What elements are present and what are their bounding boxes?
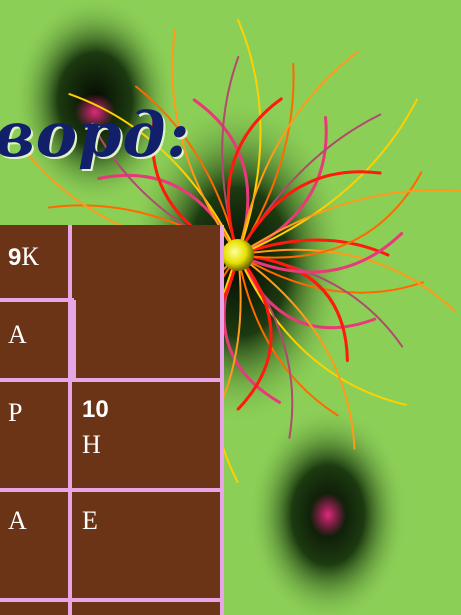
- firework-center: [222, 239, 254, 271]
- firework-ray: [237, 188, 461, 256]
- cell-letter: А: [8, 320, 27, 349]
- firework-ray: [236, 253, 273, 411]
- firework-ray: [236, 253, 377, 330]
- firework-ray: [237, 254, 424, 294]
- firework-ray: [237, 254, 339, 417]
- firework-ray: [236, 253, 349, 362]
- firework-ray: [237, 254, 407, 406]
- firework-ray: [237, 171, 423, 259]
- crossword-cell: Е: [82, 508, 98, 534]
- firework-ray: [237, 254, 356, 450]
- firework-ray: [236, 238, 390, 257]
- firework-ray: [226, 97, 283, 257]
- firework-ray: [237, 248, 456, 313]
- firework-ray: [236, 232, 404, 274]
- cell-letter: А: [8, 506, 27, 535]
- crossword-cell-10: 10 Н: [82, 398, 109, 458]
- slide-title: ворд:: [0, 98, 191, 171]
- cell-letter: Е: [82, 506, 98, 535]
- crossword-cell-9: 9К: [8, 244, 39, 270]
- cell-letter: Н: [82, 430, 101, 459]
- crossword-cell: А: [8, 508, 27, 534]
- cell-letter: Р: [8, 398, 23, 427]
- firework-ray: [237, 50, 359, 256]
- cell-number: 9: [8, 244, 22, 271]
- firework-ray: [237, 19, 262, 256]
- firework-ray: [236, 116, 328, 257]
- cell-number: 10: [82, 396, 109, 423]
- crossword-cell: А: [8, 322, 27, 348]
- cell-letter: К: [21, 242, 39, 271]
- crossword-cell: Р: [8, 400, 22, 426]
- firework-ray: [236, 170, 382, 257]
- firework-ray: [237, 98, 418, 256]
